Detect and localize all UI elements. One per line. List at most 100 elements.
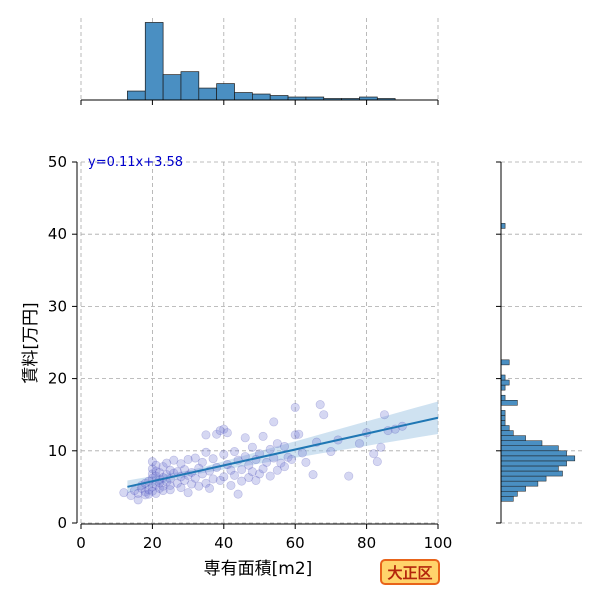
scatter-point: [147, 457, 157, 467]
scatter-point: [151, 460, 161, 470]
scatter-point: [226, 465, 236, 475]
scatter-point: [279, 462, 289, 472]
scatter-point: [183, 488, 193, 498]
scatter-point: [372, 457, 382, 467]
y-tick-label: 10: [48, 442, 67, 460]
scatter-point: [344, 471, 354, 481]
right-histogram-bars: [500, 223, 576, 502]
scatter-point: [130, 486, 140, 496]
y-tick-labels: 0 10 20 30 40 50: [48, 153, 67, 532]
scatter-point: [244, 460, 254, 470]
top-histogram-axis: [80, 99, 439, 105]
scatter-point: [230, 470, 240, 480]
scatter-point: [308, 470, 318, 480]
scatter-point: [176, 459, 186, 469]
scatter-point: [230, 447, 240, 457]
scatter-point: [144, 485, 154, 495]
y-tick-label: 0: [57, 514, 67, 532]
scatter-point: [215, 426, 225, 436]
right-histogram-bar: [500, 485, 526, 492]
scatter-point: [272, 465, 282, 475]
scatter-point: [158, 486, 168, 496]
scatter-point: [215, 475, 225, 485]
right-histogram-axis: [496, 161, 502, 524]
scatter-point: [287, 454, 297, 464]
right-histogram-bar: [500, 384, 506, 391]
scatter-point: [147, 486, 157, 496]
scatter-point: [219, 424, 229, 434]
scatter-point: [180, 475, 190, 485]
scatter-point: [326, 447, 336, 457]
right-histogram-bar: [500, 460, 567, 467]
scatter-point: [279, 441, 289, 451]
district-badge: 大正区: [380, 559, 440, 585]
x-tick-label: 40: [214, 534, 233, 552]
scatter-point: [133, 488, 143, 498]
scatter-point: [294, 429, 304, 439]
scatter-point: [147, 469, 157, 479]
scatter-point: [290, 430, 300, 440]
scatter-point: [233, 489, 243, 499]
scatter-point: [194, 481, 204, 491]
scatter-point: [237, 465, 247, 475]
right-histogram-bar: [500, 410, 506, 416]
right-histogram-bar: [500, 455, 576, 462]
y-tick-label: 30: [48, 297, 67, 315]
x-tick-label: 60: [286, 534, 305, 552]
scatter-point: [226, 480, 236, 490]
top-histogram-bar: [198, 87, 218, 101]
scatter-point: [158, 481, 168, 491]
scatter-point: [255, 469, 265, 479]
scatter-point: [258, 431, 268, 441]
y-tick-label: 40: [48, 225, 67, 243]
right-histogram-bar: [500, 420, 506, 426]
scatter-point: [251, 475, 261, 485]
scatter-point: [297, 448, 307, 458]
scatter-point: [379, 410, 389, 420]
scatter-point: [208, 474, 218, 484]
scatter-point: [219, 449, 229, 459]
regression-equation: y=0.11x+3.58: [88, 155, 183, 170]
right-histogram-bar: [500, 496, 514, 502]
scatter-point: [205, 483, 215, 493]
scatter-point: [240, 433, 250, 443]
scatter-point: [169, 455, 179, 465]
top-histogram-grid: [80, 18, 439, 100]
scatter-point: [301, 457, 311, 467]
scatter-point: [155, 467, 165, 477]
scatter-point: [265, 444, 275, 454]
regression-line: [127, 416, 439, 488]
scatter-point: [155, 483, 165, 493]
scatter-point: [376, 442, 386, 452]
scatter-point: [133, 495, 143, 505]
right-histogram-bar: [500, 465, 559, 472]
scatter-point: [262, 457, 272, 467]
y-tick-label: 50: [48, 153, 67, 171]
right-histogram-bar: [500, 415, 506, 421]
scatter-point: [237, 476, 247, 486]
top-histogram-bar: [269, 95, 289, 101]
top-histogram-bar: [144, 22, 164, 101]
scatter-point: [147, 482, 157, 492]
right-histogram-bar: [500, 445, 559, 452]
scatter-point: [276, 458, 286, 468]
scatter-point: [219, 472, 229, 482]
scatter-point: [258, 464, 268, 474]
top-histogram-bar: [234, 92, 253, 101]
scatter-point: [212, 429, 222, 439]
top-histogram-bar: [252, 93, 271, 101]
scatter-point: [165, 465, 175, 475]
x-tick-label: 20: [143, 534, 162, 552]
x-tick-label: 0: [76, 534, 86, 552]
scatter-point: [147, 464, 157, 474]
scatter-point: [247, 442, 257, 452]
right-histogram-bar: [500, 374, 506, 381]
scatter-point: [247, 467, 257, 477]
scatter-point: [151, 466, 161, 476]
scatter-point: [319, 410, 329, 420]
x-tick-label: 80: [357, 534, 376, 552]
scatter-point: [201, 478, 211, 488]
scatter-point: [315, 400, 325, 410]
right-histogram-panel: [496, 161, 583, 524]
right-histogram-bar: [500, 425, 510, 431]
